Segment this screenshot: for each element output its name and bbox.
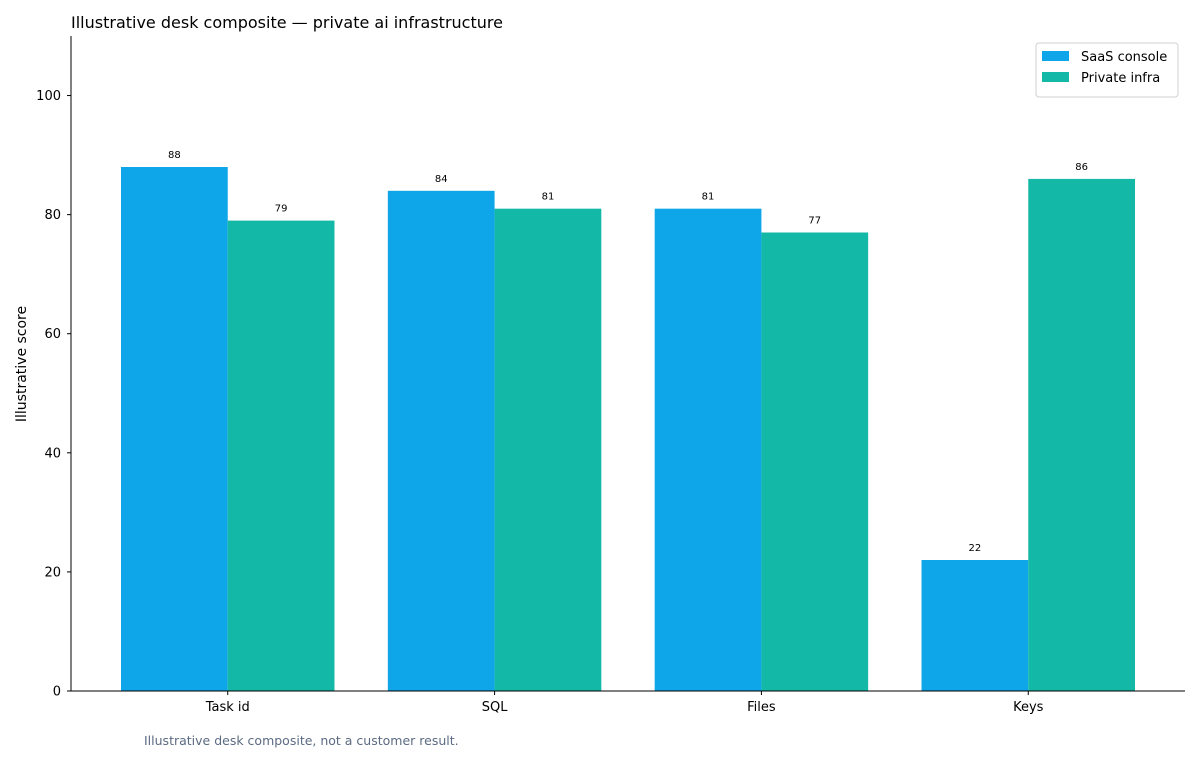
- legend-label: Private infra: [1081, 71, 1160, 86]
- bar-value-label: 79: [275, 204, 288, 215]
- y-tick-label: 100: [36, 89, 61, 104]
- y-tick-label: 80: [44, 208, 61, 223]
- legend-frame: [1035, 42, 1179, 98]
- bar-private-infra-task-id: [227, 220, 335, 691]
- legend-swatch: [1042, 72, 1069, 82]
- bar-value-label: 81: [542, 192, 555, 203]
- bar-value-label: 88: [168, 150, 181, 161]
- data-labels-group: 88 79 84 81 81 77 22 86: [168, 150, 1088, 554]
- bar-private-infra-keys: [1028, 178, 1135, 692]
- bar-saas-console-keys: [921, 560, 1029, 691]
- bar-private-infra-sql: [494, 208, 602, 691]
- y-axis-label: Illustrative score: [14, 306, 30, 422]
- bar-value-label: 22: [969, 543, 982, 554]
- x-tick-label: SQL: [482, 700, 508, 715]
- x-tick-label: Keys: [1013, 700, 1044, 715]
- bars-group: [121, 167, 1135, 692]
- legend: SaaS console Private infra: [1035, 42, 1179, 98]
- x-tick-label: Task id: [205, 700, 250, 715]
- bar-saas-console-sql: [387, 190, 495, 691]
- x-tick-label: Files: [747, 700, 776, 715]
- bar-value-label: 81: [702, 192, 715, 203]
- bar-value-label: 77: [808, 216, 821, 227]
- y-tick-label: 60: [44, 327, 61, 342]
- y-tick-label: 40: [44, 446, 61, 461]
- y-axis-ticks: 0 20 40 60 80 100: [36, 89, 71, 700]
- y-tick-label: 20: [44, 565, 61, 580]
- bar-saas-console-files: [654, 208, 762, 691]
- bar-private-infra-files: [761, 232, 869, 691]
- bar-saas-console-task-id: [121, 167, 228, 691]
- legend-label: SaaS console: [1081, 50, 1167, 65]
- bar-value-label: 84: [435, 174, 448, 185]
- y-tick-label: 0: [53, 685, 61, 700]
- bar-value-label: 86: [1075, 162, 1088, 173]
- chart-title: Illustrative desk composite — private ai…: [71, 13, 503, 32]
- legend-swatch: [1042, 51, 1069, 61]
- x-axis-ticks: Task id SQL Files Keys: [205, 691, 1044, 715]
- footnote: Illustrative desk composite, not a custo…: [144, 733, 459, 748]
